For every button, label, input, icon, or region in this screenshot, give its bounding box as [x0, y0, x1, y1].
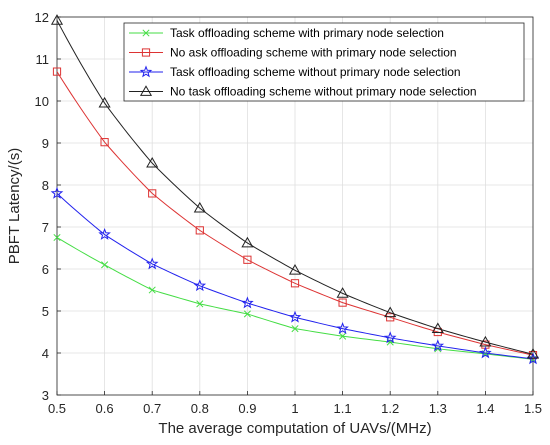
triangle-marker	[241, 236, 254, 248]
x-marker	[142, 29, 150, 37]
square-marker	[148, 189, 157, 198]
square-marker	[52, 67, 62, 76]
x-tick-label: 1.4	[476, 401, 494, 416]
y-tick-label: 12	[35, 10, 49, 25]
x-tick-label: 0.6	[96, 401, 114, 416]
y-tick-label: 10	[35, 94, 49, 109]
x-tick-label: 0.5	[48, 401, 66, 416]
star-marker	[479, 346, 492, 359]
star-marker	[145, 257, 159, 270]
star-marker	[336, 322, 349, 334]
y-tick-label: 9	[42, 136, 49, 151]
x-tick-label: 1.3	[429, 401, 447, 416]
legend-entry: Task offloading scheme without primary n…	[129, 65, 461, 79]
square-marker	[338, 298, 347, 307]
x-axis-label: The average computation of UAVs/(MHz)	[158, 420, 431, 437]
triangle-marker	[139, 85, 153, 96]
series-lines	[50, 14, 540, 365]
series-line	[56, 20, 534, 355]
y-tick-label: 8	[42, 178, 49, 193]
legend-entry: No task offloading scheme without primar…	[129, 85, 477, 99]
y-tick-label: 5	[42, 304, 49, 319]
series-4	[50, 14, 540, 359]
star-marker	[431, 339, 445, 352]
star-marker	[50, 186, 64, 199]
square-marker	[195, 226, 204, 235]
x-tick-label: 1.2	[381, 401, 399, 416]
x-marker	[101, 261, 109, 269]
series-line	[56, 71, 534, 356]
x-tick-label: 1.5	[524, 401, 542, 416]
star-marker	[98, 227, 111, 240]
x-marker	[53, 233, 61, 242]
y-axis-label: PBFT Latency/(s)	[6, 148, 23, 264]
triangle-marker	[526, 348, 540, 359]
x-marker	[291, 325, 299, 333]
square-marker	[141, 48, 151, 57]
triangle-marker	[193, 201, 206, 213]
star-marker	[288, 310, 302, 323]
triangle-marker	[479, 335, 492, 347]
legend-label: No task offloading scheme without primar…	[170, 85, 477, 99]
y-tick-label: 7	[42, 220, 49, 235]
series-3	[50, 186, 540, 365]
y-tick-label: 11	[36, 52, 50, 67]
legend-label: Task offloading scheme with primary node…	[170, 26, 444, 40]
legend-entry: No ask offloading scheme with primary no…	[129, 46, 457, 60]
star-marker	[139, 65, 153, 78]
legend-label: Task offloading scheme without primary n…	[170, 65, 461, 79]
x-marker	[196, 300, 204, 308]
legend-box	[123, 22, 525, 102]
legend-label: No ask offloading scheme with primary no…	[170, 46, 457, 60]
legend-entry: Task offloading scheme with primary node…	[129, 26, 444, 40]
square-marker	[386, 313, 395, 322]
triangle-marker	[50, 14, 64, 25]
x-marker	[243, 310, 251, 318]
y-tick-label: 6	[42, 262, 49, 277]
x-tick-label: 0.9	[238, 401, 256, 416]
triangle-marker	[431, 322, 444, 334]
triangle-marker	[98, 96, 111, 108]
x-tick-label: 0.8	[191, 401, 209, 416]
axis-ticks: 0.5 0.6 0.7 0.8 0.9 1 1.1 1.2 1.3 1.4 1.5 3 4 5 6 7 8 9 10…	[35, 10, 543, 416]
square-marker	[100, 138, 109, 147]
y-tick-label: 4	[42, 346, 49, 361]
triangle-marker	[146, 156, 159, 168]
star-marker	[383, 331, 397, 344]
x-marker	[148, 286, 156, 294]
x-tick-label: 1	[291, 401, 298, 416]
x-marker	[339, 332, 347, 340]
legend: Task offloading scheme with primary node…	[123, 22, 525, 102]
x-tick-label: 1.1	[334, 401, 352, 416]
star-marker	[526, 352, 540, 365]
star-marker	[241, 296, 254, 309]
series-line	[56, 193, 534, 360]
square-marker	[290, 279, 300, 288]
series-2	[52, 67, 538, 360]
y-tick-label: 3	[42, 388, 49, 403]
square-marker	[243, 255, 252, 264]
triangle-marker	[384, 306, 397, 318]
x-tick-label: 0.7	[143, 401, 161, 416]
star-marker	[193, 279, 207, 292]
triangle-marker	[336, 287, 349, 298]
triangle-marker	[288, 264, 302, 275]
